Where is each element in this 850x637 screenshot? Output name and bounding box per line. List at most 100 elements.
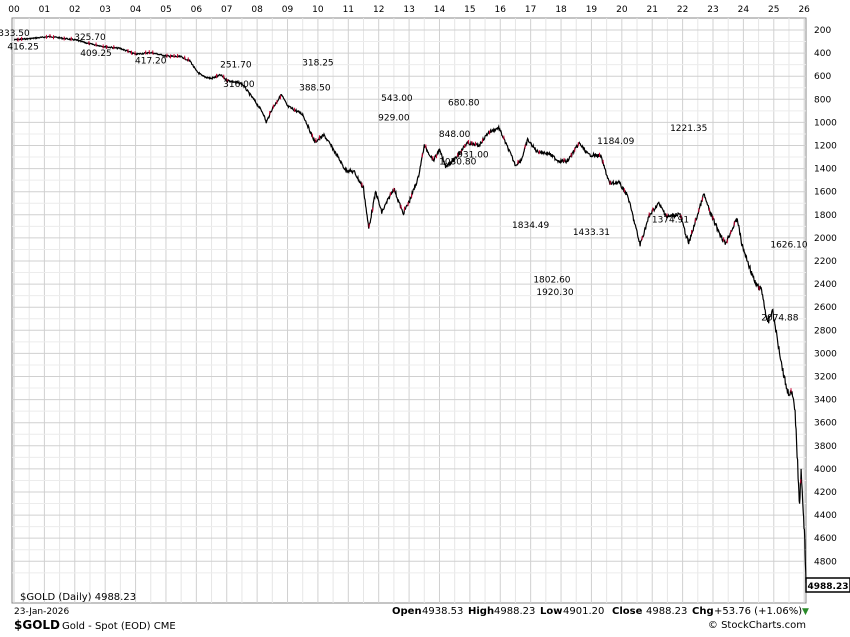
price-annotation: 316.00 <box>223 80 255 90</box>
high-label: High <box>468 606 494 617</box>
x-tick-label: 11 <box>343 5 354 15</box>
y-tick-label: 2000 <box>814 234 837 244</box>
price-annotation: 251.70 <box>220 61 252 71</box>
x-tick-label: 10 <box>312 5 324 15</box>
last-value-marker: 4988.23 <box>805 577 850 593</box>
x-tick-label: 18 <box>555 5 567 15</box>
y-tick-label: 4400 <box>814 511 837 521</box>
y-tick-label: 4800 <box>814 557 837 567</box>
close-label: Close <box>612 606 643 617</box>
x-tick-label: 21 <box>646 5 657 15</box>
price-annotation: 1030.80 <box>439 158 476 168</box>
x-tick-label: 00 <box>8 5 20 15</box>
y-tick-label: 3600 <box>814 419 837 429</box>
price-annotation: 1374.91 <box>652 215 689 225</box>
x-tick-label: 06 <box>191 5 203 15</box>
x-tick-label: 05 <box>160 5 171 15</box>
y-tick-label: 4600 <box>814 534 837 544</box>
y-tick-label: 1200 <box>814 141 837 151</box>
y-tick-label: 2600 <box>814 303 837 313</box>
price-annotation: 929.00 <box>378 114 410 124</box>
y-tick-label: 2200 <box>814 257 837 267</box>
price-annotation: 1433.31 <box>573 228 610 238</box>
price-annotation: 1626.10 <box>770 241 807 251</box>
y-tick-label: 600 <box>814 72 831 82</box>
price-annotation: 1920.30 <box>536 288 573 298</box>
x-tick-label: 20 <box>616 5 628 15</box>
price-annotation: 417.20 <box>135 57 167 67</box>
price-annotation: 848.00 <box>439 130 471 140</box>
close-value: 4988.23 <box>646 606 687 617</box>
open-value: 4938.53 <box>422 606 463 617</box>
price-line <box>13 35 807 584</box>
price-annotation: 543.00 <box>381 94 413 104</box>
x-tick-label: 03 <box>99 5 110 15</box>
chg-value: +53.76 (+1.06%) <box>714 606 802 617</box>
x-tick-label: 14 <box>434 5 446 15</box>
x-tick-label: 15 <box>464 5 475 15</box>
last-value-label: 4988.23 <box>808 582 849 592</box>
high-value: 4988.23 <box>494 606 535 617</box>
x-tick-label: 04 <box>130 5 142 15</box>
x-tick-label: 08 <box>251 5 263 15</box>
price-annotation: 388.50 <box>299 84 331 94</box>
y-tick-label: 2800 <box>814 326 837 336</box>
chart-header: 23-Jan-2026 $GOLD Gold - Spot (EOD) CME … <box>14 606 809 632</box>
chg-arrow-icon: ▼ <box>802 607 809 617</box>
x-tick-label: 07 <box>221 5 232 15</box>
price-annotation: 931.00 <box>457 151 489 161</box>
symbol-description: Gold - Spot (EOD) CME <box>62 621 176 632</box>
price-annotation: 1184.09 <box>597 137 634 147</box>
x-tick-label: 25 <box>768 5 779 15</box>
source-credit: © StockCharts.com <box>708 620 806 631</box>
y-tick-label: 2400 <box>814 280 837 290</box>
y-tick-label: 1400 <box>814 165 837 175</box>
y-tick-label: 3800 <box>814 442 837 452</box>
y-tick-label: 3000 <box>814 349 837 359</box>
grid-lines <box>12 18 806 603</box>
y-axis-ticks: 200 400 600 800 1000 1200 1400 1600 1800 2000 2200… <box>814 26 837 567</box>
price-annotations: 333.50 416.25 325.70 409.25 417.20 251.70 316.… <box>0 29 808 324</box>
low-value: 4901.20 <box>563 606 604 617</box>
price-annotation: 416.25 <box>7 43 39 53</box>
price-annotation: 333.50 <box>0 29 30 39</box>
low-label: Low <box>540 606 562 617</box>
y-tick-label: 4200 <box>814 488 837 498</box>
x-tick-label: 23 <box>707 5 718 15</box>
y-tick-label: 400 <box>814 49 831 59</box>
y-tick-label: 3400 <box>814 396 837 406</box>
open-label: Open <box>392 606 422 617</box>
x-axis-ticks: 00 01 02 03 04 05 06 07 08 09 10 11 12 13 14 15 16 17 18 19… <box>8 5 810 15</box>
legend-text: $GOLD (Daily) 4988.23 <box>20 592 136 603</box>
price-series <box>13 34 807 584</box>
price-annotation: 409.25 <box>80 49 112 59</box>
price-annotation: 325.70 <box>74 33 106 43</box>
price-annotation: 1834.49 <box>512 221 549 231</box>
price-annotation: 1802.60 <box>533 275 570 285</box>
chg-label: Chg <box>692 606 714 617</box>
last-value-box <box>805 577 850 593</box>
x-tick-label: 22 <box>677 5 688 15</box>
y-tick-label: 1600 <box>814 188 837 198</box>
legend: $GOLD (Daily) 4988.23 <box>20 592 136 603</box>
price-annotation: 680.80 <box>448 99 480 109</box>
price-annotation: 318.25 <box>302 58 334 68</box>
x-tick-label: 02 <box>69 5 80 15</box>
y-tick-label: 3200 <box>814 372 837 382</box>
y-tick-label: 1000 <box>814 118 837 128</box>
price-annotation: 1221.35 <box>670 124 707 134</box>
x-tick-label: 13 <box>403 5 414 15</box>
chart-date: 23-Jan-2026 <box>14 607 70 617</box>
y-tick-label: 4000 <box>814 465 837 475</box>
symbol-label: $GOLD <box>14 618 60 632</box>
x-tick-label: 09 <box>282 5 294 15</box>
x-tick-label: 01 <box>39 5 50 15</box>
x-tick-label: 17 <box>525 5 536 15</box>
price-annotation: 2074.88 <box>761 314 798 324</box>
x-tick-label: 19 <box>586 5 598 15</box>
y-tick-label: 800 <box>814 95 831 105</box>
x-tick-label: 24 <box>738 5 750 15</box>
y-tick-label: 200 <box>814 26 831 36</box>
